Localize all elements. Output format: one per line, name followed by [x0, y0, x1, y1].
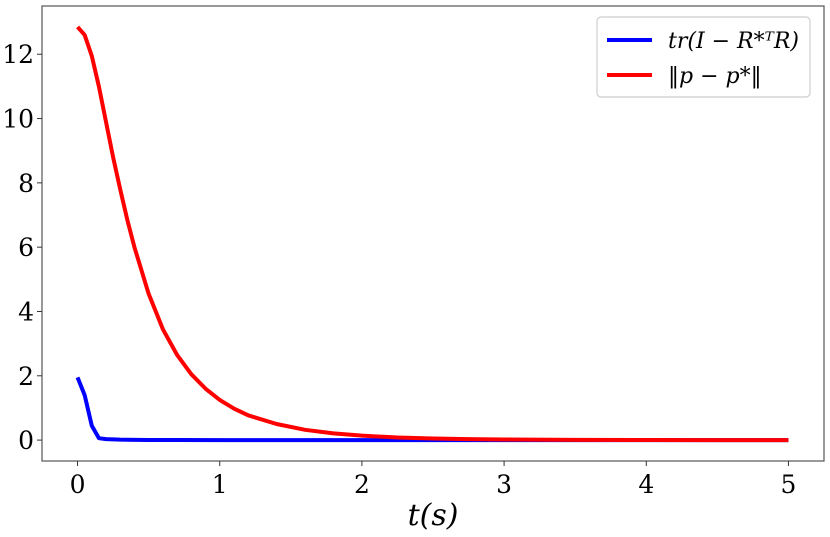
x-tick-label: 2: [354, 470, 370, 499]
y-tick-label: 8: [18, 169, 34, 198]
y-tick-label: 2: [18, 362, 34, 391]
y-tick-label: 4: [18, 297, 34, 326]
legend-label-position-error: ‖p − p*‖: [668, 64, 762, 89]
series-line-position-error: [76, 25, 789, 443]
y-tick-label: 12: [2, 40, 34, 69]
y-tick-label: 10: [2, 105, 34, 134]
x-tick-label: 3: [496, 470, 512, 499]
y-tick-label: 0: [18, 426, 34, 455]
x-tick-label: 1: [212, 470, 228, 499]
legend: tr(I − R*ᵀR) ‖p − p*‖: [596, 16, 811, 98]
x-axis-title: t(s): [408, 498, 459, 533]
x-tick-label: 0: [70, 470, 86, 499]
series-layer: [75, 25, 789, 443]
x-tick-label: 5: [781, 470, 797, 499]
y-tick-label: 6: [18, 233, 34, 262]
x-tick-label: 4: [638, 470, 654, 499]
legend-label-trace: tr(I − R*ᵀR): [668, 29, 799, 54]
